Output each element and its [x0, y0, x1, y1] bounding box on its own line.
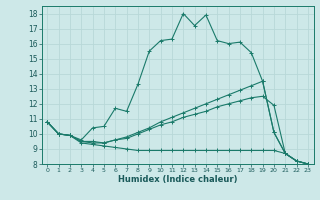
- X-axis label: Humidex (Indice chaleur): Humidex (Indice chaleur): [118, 175, 237, 184]
